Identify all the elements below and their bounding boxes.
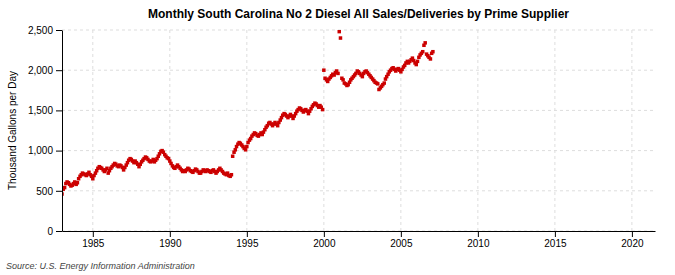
tick-label: 2005	[390, 238, 413, 249]
tick-label: 1990	[159, 238, 182, 249]
tick: 500	[36, 186, 62, 197]
points	[62, 30, 435, 196]
grid-line-x	[323, 30, 324, 231]
point	[416, 60, 420, 64]
y-axis: 0 500 1,000 1,500 2,000 2,500	[28, 25, 63, 237]
point	[91, 177, 95, 181]
point	[336, 72, 340, 76]
grid-line-y	[62, 30, 655, 31]
tick-label: 2020	[621, 238, 644, 249]
point	[421, 50, 425, 54]
tick: 1990	[159, 231, 182, 249]
annotation: Source: U.S. Energy Information Administ…	[6, 261, 195, 271]
tick-label: 1995	[236, 238, 259, 249]
point	[429, 57, 433, 61]
tick: 2015	[544, 231, 567, 249]
plot: 1985 1990 1995 2000 2005 2010 2015 2020 0 500 1,00…	[28, 25, 656, 249]
tick-mark	[247, 231, 248, 237]
point	[361, 75, 365, 79]
point	[245, 145, 249, 149]
tick-mark	[56, 30, 62, 31]
point	[321, 108, 325, 112]
point	[337, 30, 341, 33]
tick-mark	[56, 191, 62, 192]
tick: 2000	[313, 231, 336, 249]
grid-line-x	[631, 30, 632, 231]
tick: 2010	[467, 231, 490, 249]
point	[322, 68, 326, 72]
tick: 1995	[236, 231, 259, 249]
point	[376, 82, 380, 86]
axis-line	[63, 231, 656, 232]
tick-mark	[56, 110, 62, 111]
point	[244, 148, 248, 152]
grid-line-y	[62, 190, 655, 191]
tick-mark	[324, 231, 325, 237]
tick-label: 2010	[467, 238, 490, 249]
tick-label: 2000	[313, 238, 336, 249]
tick-mark	[632, 231, 633, 237]
point	[76, 181, 80, 185]
tick: 2020	[621, 231, 644, 249]
grid-line-x	[400, 30, 401, 231]
tick-mark	[170, 231, 171, 237]
tick-mark	[555, 231, 556, 237]
point	[230, 173, 234, 177]
tick: 1985	[82, 231, 105, 249]
grid-line-x	[246, 30, 247, 231]
tick: 2,500	[28, 25, 62, 36]
tick-label: 2015	[544, 238, 567, 249]
grid-line-x	[477, 30, 478, 231]
grid-line-x	[92, 30, 93, 231]
point	[423, 41, 427, 45]
tick-label: 500	[36, 186, 53, 197]
point	[276, 124, 280, 128]
point	[234, 148, 238, 152]
point	[231, 154, 235, 158]
tick: 1,500	[28, 105, 62, 116]
tick: 2,000	[28, 65, 62, 76]
grid-line-y	[62, 150, 655, 151]
point	[382, 81, 386, 85]
tick: 1,000	[28, 145, 62, 156]
point	[63, 186, 66, 190]
grid-line-y	[62, 231, 655, 232]
axis-line	[62, 31, 63, 232]
point	[415, 63, 419, 67]
tick-mark	[56, 151, 62, 152]
grid	[62, 30, 655, 231]
point	[431, 50, 435, 54]
chart: 1985 1990 1995 2000 2005 2010 2015 2020 0 500 1,00…	[0, 0, 675, 275]
title: Monthly South Carolina No 2 Diesel All S…	[148, 7, 569, 21]
tick-label: 1,500	[28, 105, 53, 116]
x-axis: 1985 1990 1995 2000 2005 2010 2015 2020	[63, 231, 656, 249]
point	[339, 36, 343, 40]
tick-mark	[93, 231, 94, 237]
grid-line-y	[62, 110, 655, 111]
tick-mark	[56, 231, 62, 232]
tick-mark	[478, 231, 479, 237]
tick-label: 0	[47, 226, 53, 237]
tick-label: 1,000	[28, 145, 53, 156]
tick: 2005	[390, 231, 413, 249]
point	[341, 78, 345, 82]
tick-label: 2,000	[28, 65, 53, 76]
tick-mark	[56, 70, 62, 71]
grid-line-x	[169, 30, 170, 231]
tick-label: 2,500	[28, 25, 53, 36]
grid-line-x	[554, 30, 555, 231]
tick-mark	[401, 231, 402, 237]
tick: 0	[47, 226, 62, 237]
tick-label: 1985	[82, 238, 105, 249]
y-axis-title: Thousand Gallons per Day	[7, 71, 18, 190]
